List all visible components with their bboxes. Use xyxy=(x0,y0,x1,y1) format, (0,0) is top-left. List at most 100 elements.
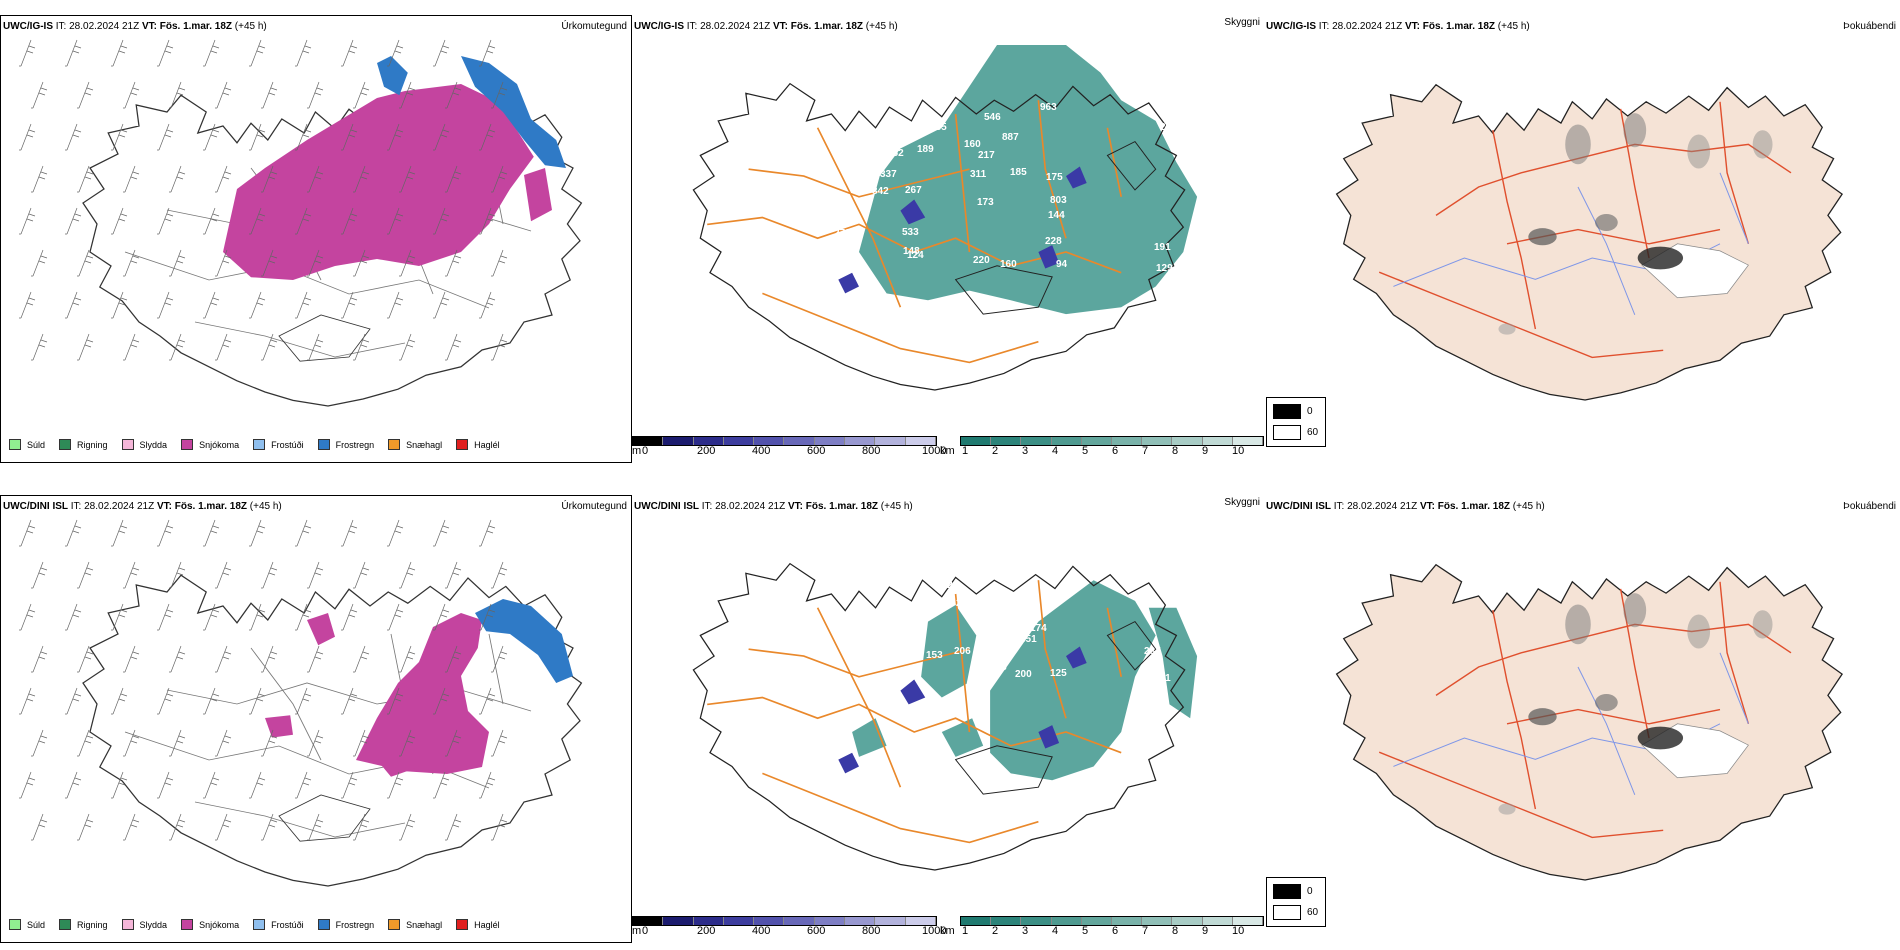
cloud-base-label: 237 xyxy=(1144,646,1161,657)
cloud-base-label: 160 xyxy=(1000,259,1017,270)
fog-title: Þokuábendi xyxy=(1843,21,1896,32)
cloud-base-label: 660 xyxy=(930,527,947,538)
colorbar-tick: 3 xyxy=(1022,445,1029,457)
colorbar-segment xyxy=(633,437,664,445)
cloud-base-label: 658 xyxy=(978,572,995,583)
model-name: UWC/DINI ISL xyxy=(634,501,699,512)
row-ig-is: UWC/IG-IS IT: 28.02.2024 21Z VT: Fös. 1.… xyxy=(0,15,1900,463)
fog-header: UWC/DINI ISL IT: 28.02.2024 21Z VT: Fös.… xyxy=(1266,501,1545,513)
colorbar-segment xyxy=(1021,437,1052,445)
visibility-panel: UWC/DINI ISL IT: 28.02.2024 21Z VT: Fös.… xyxy=(632,495,1264,943)
visibility-title: Skyggni xyxy=(1224,497,1260,508)
cloud-base-label: 78 xyxy=(837,262,849,273)
valid-time: Fös. 1.mar. 18Z xyxy=(790,21,864,32)
cloud-base-label: 68 xyxy=(1230,188,1242,199)
cloud-base-label: 145 xyxy=(868,642,885,653)
fog-map[interactable] xyxy=(1264,515,1900,915)
init-time: 28.02.2024 21Z xyxy=(700,21,771,32)
colorbar-tick: 3 xyxy=(1022,925,1029,937)
fog-panel: UWC/DINI ISL IT: 28.02.2024 21Z VT: Fös.… xyxy=(1264,495,1900,915)
colorbar-segment xyxy=(784,437,815,445)
colorbar-segment xyxy=(723,437,755,445)
colorbar-segment xyxy=(754,437,785,445)
visibility-map[interactable] xyxy=(632,515,1264,915)
cloud-base-label: 29 xyxy=(956,598,968,609)
colorbar-segment xyxy=(1142,917,1173,925)
legend-swatch xyxy=(317,439,330,450)
colorbar-tick: 9 xyxy=(1202,445,1209,457)
colorbar-segment xyxy=(845,917,876,925)
legend-swatch xyxy=(388,439,401,450)
cloud-base-label: 852 xyxy=(887,148,904,159)
colorbar-tick: 1 xyxy=(962,925,969,937)
fog-reference-label: 60 xyxy=(1307,907,1319,918)
fog-reference-swatch xyxy=(1273,425,1301,440)
cloud-base-label: 144 xyxy=(1048,210,1065,221)
cloud-base-label: 125 xyxy=(1050,668,1067,679)
cloud-base-label: 267 xyxy=(905,185,922,196)
cloud-base-label: 451 xyxy=(1020,634,1037,645)
legend-label: Snæhagl xyxy=(406,919,443,930)
colorbar-tick: 7 xyxy=(1142,925,1149,937)
colorbar-tick: 5 xyxy=(1082,445,1089,457)
legend-item: Slydda xyxy=(121,439,168,450)
colorbar-tick: 800 xyxy=(862,925,881,937)
colorbar-tick: 2 xyxy=(992,925,999,937)
legend-swatch xyxy=(121,919,134,930)
visibility-header: UWC/IG-IS IT: 28.02.2024 21Z VT: Fös. 1.… xyxy=(634,21,898,33)
init-time: 28.02.2024 21Z xyxy=(1347,501,1418,512)
colorbar-tick: 200 xyxy=(697,445,716,457)
vt-label: VT: xyxy=(156,501,172,512)
colorbar-segment xyxy=(1081,917,1113,925)
legend-label: Slydda xyxy=(139,439,168,450)
colorbar-segment xyxy=(633,917,664,925)
fog-header: UWC/IG-IS IT: 28.02.2024 21Z VT: Fös. 1.… xyxy=(1266,21,1530,33)
legend-item: Frostúði xyxy=(253,919,304,930)
colorbar-segment xyxy=(1081,437,1113,445)
precip-map[interactable] xyxy=(1,516,631,916)
legend-label: Súld xyxy=(27,919,46,930)
colorbar-segment xyxy=(723,917,755,925)
colorbar-tick: 5 xyxy=(1082,925,1089,937)
fog-reference-row: 0 xyxy=(1273,884,1319,899)
legend-item: Snjókoma xyxy=(181,919,239,930)
lead-time: (+45 h) xyxy=(880,501,913,512)
vt-label: VT: xyxy=(141,21,157,32)
fog-reference-label: 0 xyxy=(1307,886,1313,897)
cloud-base-label: 803 xyxy=(1050,195,1067,206)
cloud-base-label: 19 xyxy=(858,654,870,665)
colorbar-segment xyxy=(961,917,992,925)
legend-swatch xyxy=(59,919,72,930)
colorbar-tick: 10 xyxy=(1232,925,1245,937)
cloud-base-label: 337 xyxy=(880,169,897,180)
colorbar-segment xyxy=(784,917,815,925)
cloud-base-label: 963 xyxy=(1040,102,1057,113)
visibility-panel: UWC/IG-IS IT: 28.02.2024 21Z VT: Fös. 1.… xyxy=(632,15,1264,463)
fog-map[interactable] xyxy=(1264,35,1900,435)
colorbar-tick: 8 xyxy=(1172,925,1179,937)
precip-map[interactable] xyxy=(1,36,631,436)
legend-item: Rigning xyxy=(59,439,108,450)
legend-swatch xyxy=(317,919,330,930)
legend-item: Slydda xyxy=(121,919,167,930)
colorbar-segment xyxy=(1051,437,1082,445)
legend-label: Frostúði xyxy=(271,919,304,930)
cloud-base-label: 129 xyxy=(1156,263,1173,274)
colorbar-tick: 4 xyxy=(1052,445,1059,457)
colorbar-segment xyxy=(875,917,906,925)
cloud-base-label: 173 xyxy=(977,197,994,208)
cloud-base-label: 153 xyxy=(926,650,943,661)
visibility-map[interactable] xyxy=(632,35,1264,435)
lead-time: (+45 h) xyxy=(865,21,898,32)
cloud-base-label: 235 xyxy=(930,122,947,133)
valid-time: Fös. 1.mar. 18Z xyxy=(174,501,248,512)
colorbar-segment xyxy=(663,917,694,925)
colorbar-tick: 10 xyxy=(1232,445,1245,457)
colorbar-tick: 800 xyxy=(862,445,881,457)
cloud-base-colorbar: m 0 200 400 600 800 1000 xyxy=(632,436,946,457)
colorbar-segment xyxy=(693,917,724,925)
lead-time: (+45 h) xyxy=(1497,21,1530,32)
cloud-base-label: 225 xyxy=(944,545,961,556)
colorbar-segment xyxy=(1202,437,1233,445)
legend-label: Frostregn xyxy=(335,919,375,930)
